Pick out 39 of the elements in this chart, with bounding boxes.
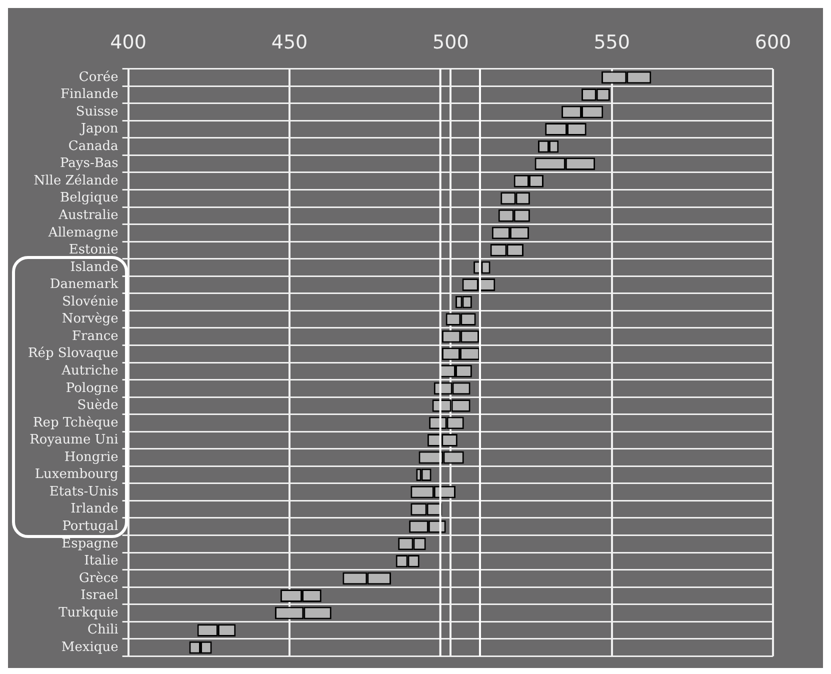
y-tick-label: Etats-Unis	[49, 484, 118, 500]
y-tick-label: Mexique	[61, 640, 119, 655]
y-tick-label: Norvège	[62, 312, 119, 327]
y-tick-label: Turkquie	[58, 605, 119, 620]
x-tick-label: 550	[594, 31, 630, 54]
y-tick-label: Japon	[78, 122, 119, 137]
y-tick-label: Luxembourg	[34, 467, 118, 482]
y-tick-label: Pays-Bas	[60, 156, 118, 172]
y-tick-label: Allemagne	[47, 225, 119, 240]
y-tick-label: Nlle Zélande	[34, 173, 119, 188]
y-tick-label: Hongrie	[64, 450, 119, 465]
y-tick-label: Belgique	[60, 190, 119, 206]
y-tick-label: Espagne	[62, 536, 119, 552]
y-tick-label: Slovénie	[62, 294, 119, 310]
x-tick-label: 450	[271, 31, 308, 54]
y-tick-label: Irlande	[70, 502, 119, 517]
y-tick-label: Italie	[84, 554, 119, 569]
y-tick-label: Rep Tchèque	[32, 415, 119, 430]
y-tick-label: Canada	[68, 138, 119, 154]
y-tick-label: Suède	[77, 398, 119, 414]
y-tick-label: Grèce	[79, 570, 119, 586]
y-tick-label: Chili	[88, 622, 118, 638]
y-tick-label: Corée	[78, 70, 119, 85]
y-tick-label: France	[72, 328, 119, 344]
x-tick-label: 500	[432, 31, 469, 54]
x-tick-label: 400	[110, 31, 146, 54]
y-tick-label: Islande	[70, 260, 119, 275]
y-tick-label: Rép Slovaque	[28, 346, 119, 362]
y-tick-label: Australie	[58, 208, 119, 224]
y-tick-label: Israel	[80, 588, 118, 604]
y-tick-label: Estonie	[68, 242, 119, 258]
y-tick-label: Portugal	[62, 519, 118, 534]
y-tick-label: Pologne	[66, 380, 119, 396]
y-tick-label: Suisse	[76, 104, 119, 120]
y-tick-label: Royaume Uni	[30, 432, 118, 448]
x-tick-label: 600	[754, 31, 792, 54]
y-tick-label: Danemark	[50, 277, 118, 292]
y-tick-label: Autriche	[60, 364, 119, 379]
y-tick-label: Finlande	[60, 87, 119, 102]
